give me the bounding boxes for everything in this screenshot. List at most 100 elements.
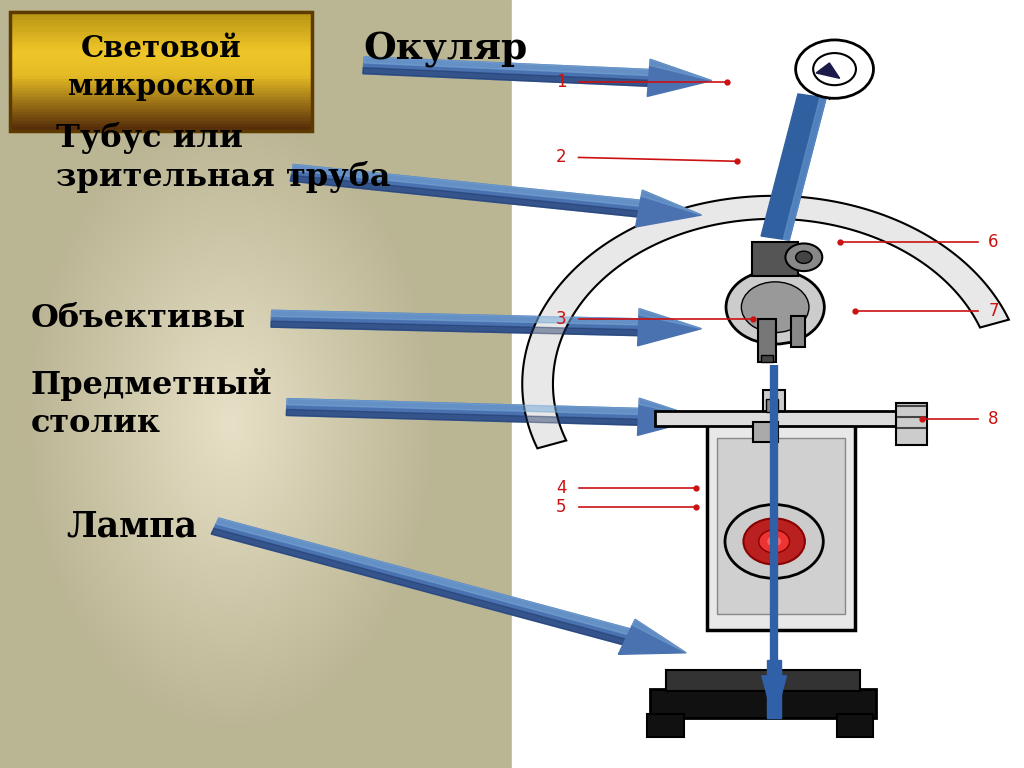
Circle shape xyxy=(768,537,780,546)
Polygon shape xyxy=(211,528,626,645)
Bar xyxy=(10,112,312,116)
Bar xyxy=(10,124,312,127)
Bar xyxy=(10,73,312,77)
Bar xyxy=(10,47,312,50)
Polygon shape xyxy=(271,321,638,336)
Bar xyxy=(10,49,312,53)
Bar xyxy=(10,44,312,48)
Polygon shape xyxy=(783,98,826,240)
Bar xyxy=(10,76,312,80)
Bar xyxy=(752,242,799,276)
Bar xyxy=(512,0,1024,768)
Bar xyxy=(650,689,876,718)
Bar xyxy=(10,25,312,29)
Bar xyxy=(767,660,781,718)
Bar xyxy=(10,41,312,45)
Polygon shape xyxy=(639,399,701,419)
Polygon shape xyxy=(633,619,686,653)
Bar xyxy=(10,55,312,59)
Polygon shape xyxy=(216,518,631,634)
Circle shape xyxy=(725,505,823,578)
Bar xyxy=(10,85,312,89)
Bar xyxy=(10,61,312,65)
Bar xyxy=(10,17,312,21)
Bar xyxy=(10,35,312,38)
Bar xyxy=(10,52,312,56)
Text: 2: 2 xyxy=(556,148,566,167)
Polygon shape xyxy=(638,309,701,346)
Bar xyxy=(10,94,312,98)
Bar xyxy=(10,88,312,92)
Bar xyxy=(10,109,312,113)
Text: 8: 8 xyxy=(988,409,998,428)
Polygon shape xyxy=(291,175,639,217)
Bar xyxy=(10,115,312,119)
Bar xyxy=(763,390,785,422)
Bar xyxy=(10,118,312,121)
Bar xyxy=(10,71,312,74)
Polygon shape xyxy=(647,59,712,97)
Polygon shape xyxy=(816,63,840,78)
Bar xyxy=(666,670,860,691)
Polygon shape xyxy=(211,518,631,645)
Bar xyxy=(761,355,773,362)
Bar xyxy=(837,714,873,737)
Bar xyxy=(10,31,312,35)
Bar xyxy=(10,79,312,83)
Bar xyxy=(10,82,312,86)
Bar xyxy=(10,97,312,101)
Text: Тубус или
зрительная труба: Тубус или зрительная труба xyxy=(56,121,391,194)
Polygon shape xyxy=(636,190,701,227)
Polygon shape xyxy=(287,409,638,425)
Circle shape xyxy=(796,40,873,98)
Bar xyxy=(896,403,927,445)
Bar xyxy=(10,68,312,71)
Polygon shape xyxy=(618,619,686,654)
Bar xyxy=(791,316,805,347)
Polygon shape xyxy=(287,399,639,425)
Text: Световой
микроскоп: Световой микроскоп xyxy=(68,34,255,101)
Bar xyxy=(10,11,312,15)
Bar xyxy=(10,58,312,62)
Text: 7: 7 xyxy=(988,302,998,320)
Bar xyxy=(10,91,312,95)
Polygon shape xyxy=(291,164,640,217)
Polygon shape xyxy=(522,196,1009,449)
Polygon shape xyxy=(271,310,639,336)
Polygon shape xyxy=(364,57,649,75)
Polygon shape xyxy=(762,676,786,707)
Text: Лампа: Лампа xyxy=(67,509,198,543)
Polygon shape xyxy=(362,68,648,86)
Circle shape xyxy=(759,530,790,553)
Bar xyxy=(647,714,684,737)
Circle shape xyxy=(743,518,805,564)
Bar xyxy=(707,422,855,630)
Circle shape xyxy=(813,53,856,85)
Circle shape xyxy=(741,282,809,333)
Bar xyxy=(10,12,312,131)
Bar xyxy=(10,28,312,32)
Polygon shape xyxy=(649,59,712,81)
Text: 3: 3 xyxy=(556,310,566,328)
Bar xyxy=(10,100,312,104)
Polygon shape xyxy=(362,57,649,86)
Polygon shape xyxy=(292,164,640,207)
Bar xyxy=(10,127,312,131)
Bar xyxy=(10,103,312,107)
Text: Предметный
столик: Предметный столик xyxy=(31,368,272,439)
Circle shape xyxy=(796,251,812,263)
Circle shape xyxy=(785,243,822,271)
Bar xyxy=(10,65,312,68)
Text: 1: 1 xyxy=(556,73,566,91)
Text: 4: 4 xyxy=(556,478,566,497)
Polygon shape xyxy=(761,94,826,240)
Polygon shape xyxy=(641,190,701,215)
Bar xyxy=(10,14,312,18)
Bar xyxy=(655,411,896,426)
Bar xyxy=(10,106,312,110)
Polygon shape xyxy=(271,310,639,325)
Bar xyxy=(758,319,776,362)
Bar xyxy=(10,38,312,41)
Bar xyxy=(753,422,778,442)
Text: Окуляр: Окуляр xyxy=(364,31,527,68)
